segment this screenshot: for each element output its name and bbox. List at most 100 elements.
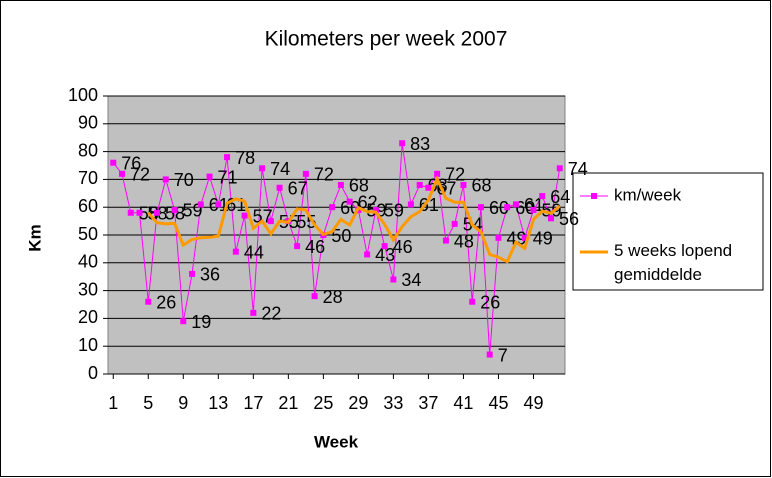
y-tick-label: 90 bbox=[78, 113, 98, 133]
data-label: 60 bbox=[489, 198, 509, 218]
marker bbox=[442, 237, 449, 244]
series-line bbox=[147, 175, 561, 264]
marker bbox=[189, 270, 196, 277]
marker bbox=[119, 170, 126, 177]
data-label: 50 bbox=[331, 226, 351, 246]
marker bbox=[399, 140, 406, 147]
marker bbox=[162, 176, 169, 183]
marker bbox=[495, 234, 502, 241]
data-label: 68 bbox=[349, 176, 369, 196]
marker bbox=[451, 220, 458, 227]
y-tick-label: 50 bbox=[78, 224, 98, 244]
data-label: 49 bbox=[506, 229, 526, 249]
legend-label: km/week bbox=[614, 185, 682, 204]
legend bbox=[572, 172, 764, 291]
data-label: 57 bbox=[253, 206, 273, 226]
data-label: 72 bbox=[445, 165, 465, 185]
marker bbox=[311, 293, 318, 300]
marker bbox=[127, 209, 134, 216]
y-tick-label: 10 bbox=[78, 335, 98, 355]
chart-title: Kilometers per week 2007 bbox=[265, 28, 508, 51]
data-label: 71 bbox=[218, 167, 238, 187]
marker bbox=[486, 351, 493, 358]
marker bbox=[224, 154, 231, 161]
x-tick-label: 45 bbox=[488, 393, 508, 413]
y-tick-label: 20 bbox=[78, 307, 98, 327]
y-tick-label: 60 bbox=[78, 196, 98, 216]
marker bbox=[294, 243, 301, 250]
marker bbox=[302, 170, 309, 177]
marker bbox=[197, 201, 204, 208]
data-label: 34 bbox=[401, 270, 421, 290]
x-tick-label: 41 bbox=[453, 393, 473, 413]
data-label: 56 bbox=[559, 209, 579, 229]
data-label: 74 bbox=[270, 159, 290, 179]
data-label: 67 bbox=[436, 178, 456, 198]
marker bbox=[250, 309, 257, 316]
marker bbox=[241, 212, 248, 219]
marker bbox=[267, 218, 274, 225]
marker bbox=[180, 318, 187, 325]
data-label: 72 bbox=[130, 165, 150, 185]
data-label: 62 bbox=[358, 192, 378, 212]
marker bbox=[372, 206, 379, 213]
data-label: 61 bbox=[419, 195, 439, 215]
data-label: 59 bbox=[183, 201, 203, 221]
marker bbox=[547, 215, 554, 222]
marker bbox=[477, 204, 484, 211]
x-tick-label: 49 bbox=[523, 393, 543, 413]
data-label: 61 bbox=[524, 195, 544, 215]
x-tick-label: 17 bbox=[243, 393, 263, 413]
data-label: 19 bbox=[191, 312, 211, 332]
y-tick-label: 70 bbox=[78, 168, 98, 188]
marker bbox=[521, 234, 528, 241]
marker bbox=[232, 248, 239, 255]
legend-label: 5 weeks lopend gemiddelde bbox=[614, 241, 732, 284]
marker bbox=[425, 184, 432, 191]
x-axis-label: Week bbox=[314, 432, 359, 451]
data-label: 28 bbox=[323, 287, 343, 307]
x-tick-label: 21 bbox=[278, 393, 298, 413]
marker bbox=[145, 298, 152, 305]
data-label: 43 bbox=[375, 245, 395, 265]
marker bbox=[469, 298, 476, 305]
y-tick-label: 100 bbox=[68, 85, 98, 105]
marker bbox=[110, 159, 117, 166]
marker bbox=[276, 184, 283, 191]
marker bbox=[215, 201, 222, 208]
y-tick-label: 0 bbox=[88, 363, 98, 383]
x-tick-label: 5 bbox=[143, 393, 153, 413]
marker bbox=[381, 243, 388, 250]
data-label: 59 bbox=[541, 201, 561, 221]
marker bbox=[416, 181, 423, 188]
y-axis-label: Km bbox=[25, 224, 44, 251]
marker bbox=[206, 173, 213, 180]
y-tick-label: 40 bbox=[78, 252, 98, 272]
marker bbox=[364, 251, 371, 258]
marker bbox=[154, 209, 161, 216]
data-label: 68 bbox=[471, 176, 491, 196]
marker bbox=[512, 201, 519, 208]
data-label: 83 bbox=[410, 134, 430, 154]
data-label: 64 bbox=[550, 187, 570, 207]
marker bbox=[390, 276, 397, 283]
data-label: 72 bbox=[314, 165, 334, 185]
marker bbox=[434, 170, 441, 177]
data-label: 46 bbox=[393, 237, 413, 257]
x-tick-label: 1 bbox=[108, 393, 118, 413]
marker bbox=[337, 181, 344, 188]
marker bbox=[259, 165, 266, 172]
data-label: 7 bbox=[498, 345, 508, 365]
data-label: 44 bbox=[244, 242, 264, 262]
marker bbox=[346, 198, 353, 205]
data-label: 67 bbox=[288, 178, 308, 198]
marker bbox=[407, 201, 414, 208]
y-tick-label: 30 bbox=[78, 279, 98, 299]
x-tick-label: 25 bbox=[313, 393, 333, 413]
data-label: 70 bbox=[174, 170, 194, 190]
x-tick-label: 29 bbox=[348, 393, 368, 413]
data-label: 60 bbox=[515, 198, 535, 218]
marker bbox=[171, 206, 178, 213]
data-label: 26 bbox=[156, 292, 176, 312]
